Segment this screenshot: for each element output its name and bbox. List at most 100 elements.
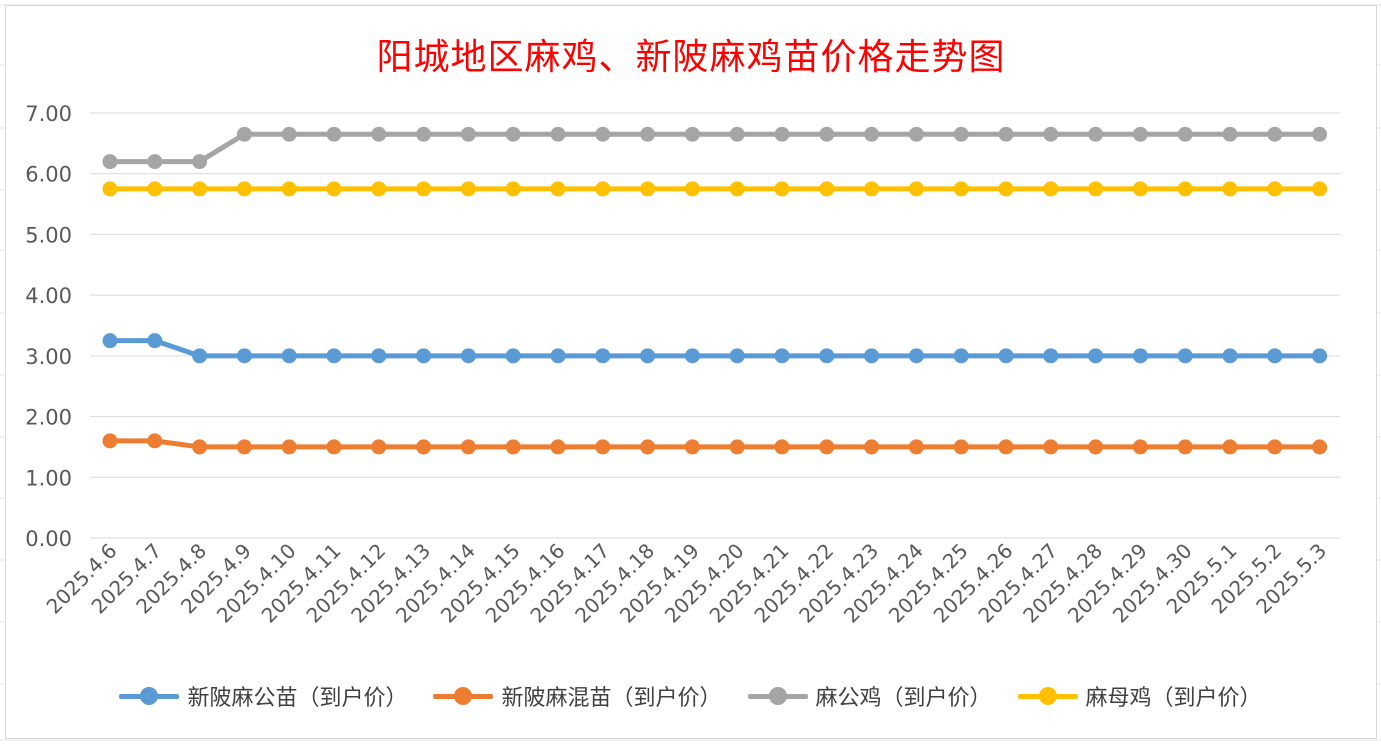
- legend-item: 新陂麻公苗（到户价）: [119, 680, 407, 712]
- data-point: [819, 181, 835, 197]
- data-point: [281, 181, 297, 197]
- data-point: [505, 126, 521, 142]
- data-point: [819, 348, 835, 364]
- data-point: [1043, 181, 1059, 197]
- data-point: [1043, 439, 1059, 455]
- data-point: [1222, 181, 1238, 197]
- data-point: [192, 348, 208, 364]
- data-point: [1267, 126, 1283, 142]
- data-point: [908, 126, 924, 142]
- y-tick-label: 0.00: [25, 527, 72, 551]
- data-point: [1043, 348, 1059, 364]
- chart-legend: 新陂麻公苗（到户价） 新陂麻混苗（到户价） 麻公鸡（到户价） 麻母鸡（到户价）: [0, 680, 1381, 712]
- data-point: [236, 439, 252, 455]
- data-point: [774, 126, 790, 142]
- data-point: [998, 439, 1014, 455]
- data-point: [1132, 126, 1148, 142]
- data-point: [595, 348, 611, 364]
- data-point: [729, 181, 745, 197]
- data-point: [505, 181, 521, 197]
- data-point: [1312, 348, 1328, 364]
- data-point: [326, 439, 342, 455]
- data-point: [326, 348, 342, 364]
- data-point: [102, 333, 118, 349]
- legend-swatch: [747, 686, 808, 706]
- legend-label: 麻公鸡（到户价）: [815, 686, 992, 711]
- y-tick-label: 1.00: [25, 466, 72, 490]
- data-point: [416, 439, 432, 455]
- data-point: [102, 154, 118, 170]
- data-point: [684, 439, 700, 455]
- data-point: [102, 433, 118, 449]
- data-point: [1312, 181, 1328, 197]
- series-line-1: [107, 438, 1323, 450]
- data-point: [1132, 439, 1148, 455]
- data-point: [1177, 439, 1193, 455]
- y-tick-label: 6.00: [25, 163, 72, 187]
- data-point: [416, 126, 432, 142]
- series-line-0: [107, 338, 1323, 359]
- y-tick-label: 2.00: [25, 406, 72, 430]
- data-point: [864, 126, 880, 142]
- data-point: [460, 439, 476, 455]
- data-point: [281, 126, 297, 142]
- data-point: [998, 348, 1014, 364]
- data-point: [1267, 348, 1283, 364]
- data-point: [1088, 181, 1104, 197]
- data-point: [281, 439, 297, 455]
- y-tick-label: 3.00: [25, 345, 72, 369]
- data-point: [550, 126, 566, 142]
- data-point: [236, 181, 252, 197]
- data-point: [192, 181, 208, 197]
- data-point: [1088, 126, 1104, 142]
- data-point: [1088, 439, 1104, 455]
- data-point: [192, 154, 208, 170]
- data-point: [550, 181, 566, 197]
- legend-item: 新陂麻混苗（到户价）: [433, 680, 722, 712]
- data-point: [416, 181, 432, 197]
- data-point: [460, 348, 476, 364]
- data-point: [998, 181, 1014, 197]
- data-point: [505, 348, 521, 364]
- data-point: [953, 181, 969, 197]
- data-point: [1177, 126, 1193, 142]
- data-point: [326, 181, 342, 197]
- data-point: [684, 181, 700, 197]
- data-point: [326, 126, 342, 142]
- legend-swatch: [433, 686, 494, 706]
- data-point: [1088, 348, 1104, 364]
- data-point: [281, 348, 297, 364]
- data-point: [819, 126, 835, 142]
- data-point: [998, 126, 1014, 142]
- data-point: [1222, 439, 1238, 455]
- data-point: [595, 439, 611, 455]
- data-point: [1132, 181, 1148, 197]
- data-point: [640, 126, 656, 142]
- data-point: [953, 126, 969, 142]
- data-point: [1177, 181, 1193, 197]
- data-point: [236, 348, 252, 364]
- data-point: [864, 181, 880, 197]
- data-point: [505, 439, 521, 455]
- legend-swatch: [119, 686, 180, 706]
- y-tick-label: 5.00: [25, 223, 72, 247]
- legend-label: 麻母鸡（到户价）: [1085, 686, 1262, 711]
- data-point: [147, 433, 163, 449]
- legend-item: 麻公鸡（到户价）: [747, 680, 992, 712]
- data-point: [774, 181, 790, 197]
- data-point: [1267, 181, 1283, 197]
- data-point: [147, 181, 163, 197]
- data-point: [908, 348, 924, 364]
- data-point: [640, 181, 656, 197]
- legend-label: 新陂麻公苗（到户价）: [187, 686, 408, 711]
- data-point: [953, 439, 969, 455]
- legend-label: 新陂麻混苗（到户价）: [501, 686, 722, 711]
- data-point: [1177, 348, 1193, 364]
- data-point: [1043, 126, 1059, 142]
- data-point: [729, 439, 745, 455]
- data-point: [595, 181, 611, 197]
- data-point: [729, 348, 745, 364]
- data-point: [416, 348, 432, 364]
- data-point: [864, 348, 880, 364]
